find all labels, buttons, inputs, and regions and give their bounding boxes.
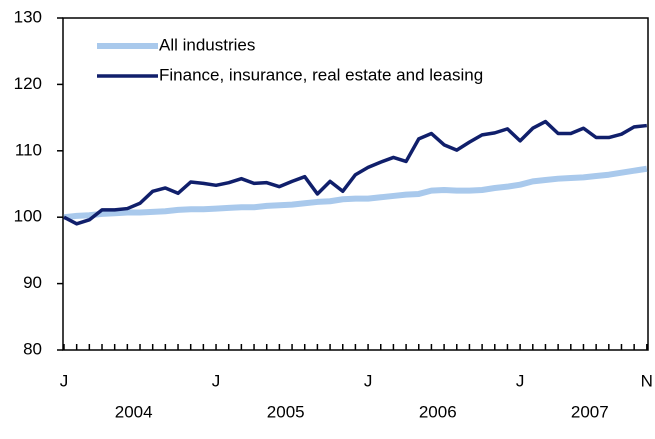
x-tick-label: J — [212, 371, 221, 390]
year-label: 2006 — [419, 402, 457, 421]
y-tick-label: 90 — [23, 273, 42, 292]
year-label: 2005 — [267, 402, 305, 421]
x-tick-label: N — [641, 371, 653, 390]
year-label: 2004 — [115, 402, 153, 421]
year-label: 2007 — [571, 402, 609, 421]
legend-label: Finance, insurance, real estate and leas… — [159, 65, 483, 84]
series-line — [63, 119, 648, 226]
y-tick-label: 80 — [23, 339, 42, 358]
y-tick-label: 110 — [15, 140, 42, 159]
series-line — [63, 165, 648, 221]
x-tick-label: J — [60, 371, 69, 390]
y-tick-label: 130 — [14, 7, 42, 26]
x-tick-label: J — [516, 371, 525, 390]
x-tick-label: J — [364, 371, 373, 390]
legend-label: All industries — [159, 35, 255, 54]
y-tick-label: 100 — [14, 207, 42, 226]
y-tick-label: 120 — [14, 74, 42, 93]
